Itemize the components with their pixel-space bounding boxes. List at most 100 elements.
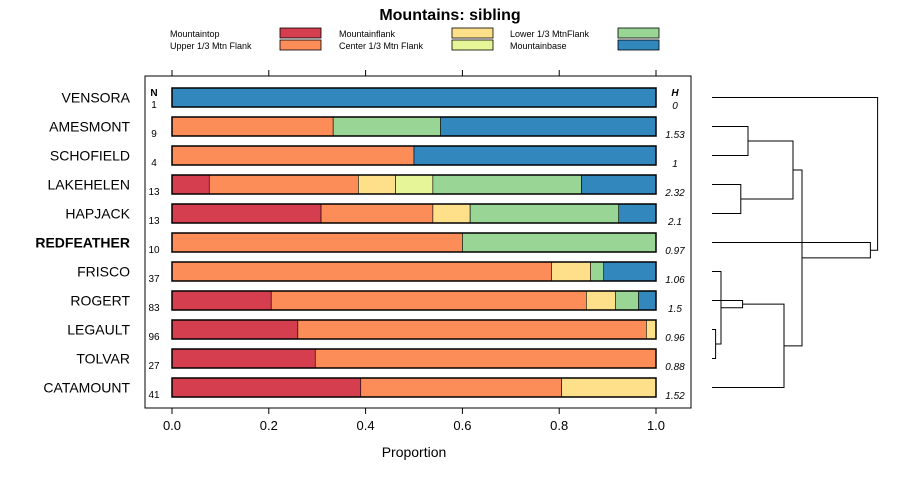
x-tick-label: 0.4: [357, 418, 375, 433]
bar-segment: [615, 290, 639, 311]
legend-label: Lower 1/3 MtnFlank: [510, 29, 590, 39]
bar-segment: [360, 377, 562, 398]
category-label: SCHOFIELD: [50, 148, 130, 164]
n-value: 41: [148, 390, 160, 401]
n-value: 27: [148, 361, 160, 372]
category-label: HAPJACK: [65, 206, 130, 222]
category-label: CATAMOUNT: [43, 380, 130, 396]
bar-segment: [171, 174, 210, 195]
h-value: 1.5: [668, 304, 682, 315]
n-values: 1 9 4 13 13 10 37 83 96 27 41: [148, 100, 160, 401]
bar-segment: [297, 319, 647, 340]
bar-segment: [171, 87, 657, 108]
bar-segment: [432, 203, 471, 224]
bar-outline: [171, 261, 657, 282]
bar-segment: [440, 116, 657, 137]
bar-outline: [171, 290, 657, 311]
bar-segment: [603, 261, 657, 282]
bar-outline: [171, 319, 657, 340]
x-tick-label: 1.0: [647, 418, 665, 433]
n-header: N: [150, 88, 157, 99]
h-value: 1.53: [665, 130, 685, 141]
bar-segment: [332, 116, 441, 137]
n-value: 10: [148, 245, 160, 256]
category-label: LEGAULT: [67, 322, 130, 338]
n-value: 37: [148, 274, 160, 285]
legend-swatch: [279, 39, 322, 51]
bar-segment: [561, 377, 657, 398]
x-axis: 0.0 0.2 0.4 0.6 0.8 1.0: [163, 408, 665, 433]
bar-outline: [171, 203, 657, 224]
category-label: AMESMONT: [49, 119, 130, 135]
bar-segment: [171, 203, 322, 224]
dendrogram-branch: [712, 184, 742, 214]
n-value: 13: [148, 187, 160, 198]
bar-segment: [171, 232, 463, 253]
category-label: LAKEHELEN: [48, 177, 130, 193]
x-tick-label: 0.6: [453, 418, 471, 433]
bar-segment: [586, 290, 616, 311]
bars-group: [171, 87, 657, 398]
n-value: 4: [151, 158, 157, 169]
h-value: 0.97: [665, 246, 685, 257]
n-value: 1: [151, 100, 157, 111]
dendrogram: [712, 97, 879, 388]
h-value: 2.1: [667, 217, 682, 228]
chart-title: Mountains: sibling: [379, 7, 520, 24]
bar-segment: [395, 174, 434, 195]
bar-outline: [171, 174, 657, 195]
dendrogram-branch: [712, 300, 744, 309]
bar-outline: [171, 348, 657, 369]
h-value: 2.32: [664, 188, 685, 199]
category-label: VENSORA: [62, 90, 131, 106]
h-values: 0 1.53 1 2.32 2.1 0.97 1.06 1.5 0.96 0.88 1.52: [664, 101, 685, 402]
dendrogram-branch: [712, 126, 749, 156]
dendrogram-branch: [712, 97, 879, 251]
legend-swatch: [617, 27, 660, 39]
category-label: TOLVAR: [76, 351, 130, 367]
category-label: ROGERT: [70, 293, 130, 309]
top-axis-ticks: [171, 70, 657, 76]
bar-segment: [618, 203, 657, 224]
bar-segment: [171, 377, 362, 398]
dendrogram-branch: [712, 303, 785, 388]
legend-label: Center 1/3 Mtn Flank: [339, 41, 424, 51]
bar-segment: [462, 232, 657, 253]
bar-segment: [270, 290, 587, 311]
category-label: REDFEATHER: [35, 235, 130, 251]
bar-segment: [413, 145, 657, 166]
bar-segment: [358, 174, 396, 195]
n-value: 9: [151, 129, 157, 140]
h-value: 0: [672, 101, 678, 112]
bar-segment: [208, 174, 359, 195]
bar-segment: [581, 174, 657, 195]
dendrogram-branch: [712, 242, 871, 259]
h-value: 1.06: [665, 275, 685, 286]
n-value: 96: [148, 332, 160, 343]
h-value: 0.96: [665, 333, 685, 344]
bar-segment: [171, 116, 334, 137]
bar-segment: [320, 203, 434, 224]
h-value: 0.88: [665, 362, 685, 373]
legend-label: Upper 1/3 Mtn Flank: [170, 41, 252, 51]
legend-swatch: [451, 27, 494, 39]
bar-segment: [638, 290, 657, 311]
bar-outline: [171, 87, 657, 108]
bar-segment: [646, 319, 657, 340]
plot-frame: [144, 75, 692, 409]
bar-segment: [590, 261, 605, 282]
dendrogram-branch: [740, 140, 794, 200]
h-value: 1.52: [665, 391, 685, 402]
legend-label: Mountaintop: [170, 29, 220, 39]
bar-outline: [171, 116, 657, 137]
bar-segment: [469, 203, 620, 224]
legend-label: Mountainbase: [510, 41, 567, 51]
bar-segment: [171, 348, 316, 369]
bar-outline: [171, 145, 657, 166]
legend-label: Mountainflank: [339, 29, 396, 39]
chart-legend: Mountaintop Upper 1/3 Mtn Flank Mountainfl…: [170, 27, 660, 51]
bar-segment: [171, 319, 299, 340]
bar-outline: [171, 377, 657, 398]
h-value: 1: [672, 159, 678, 170]
